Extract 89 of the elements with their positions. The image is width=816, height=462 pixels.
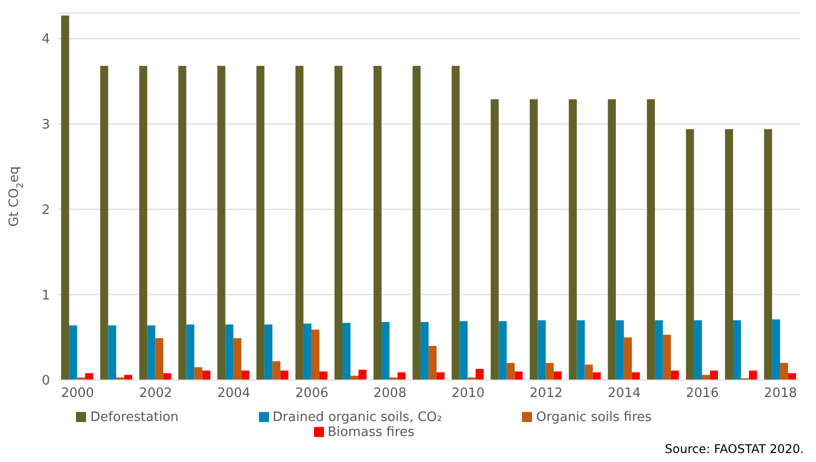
bar: [725, 129, 734, 380]
bar: [358, 370, 366, 380]
bar: [412, 66, 421, 380]
x-tick-label: 2002: [139, 386, 172, 402]
bar: [616, 320, 624, 380]
bar: [554, 371, 562, 380]
bar: [233, 338, 242, 380]
bar: [646, 99, 655, 380]
bar: [202, 370, 210, 380]
bar: [108, 325, 116, 380]
bar: [295, 66, 304, 380]
bar: [710, 370, 718, 380]
bar: [163, 373, 172, 380]
bar: [452, 66, 460, 380]
x-tick-label: 2010: [452, 386, 485, 402]
bar: [662, 334, 671, 380]
bar: [139, 66, 148, 380]
bar: [334, 66, 342, 380]
bar: [632, 372, 640, 380]
bar: [764, 129, 772, 380]
bar: [568, 99, 577, 380]
bar: [733, 320, 742, 380]
x-tick-label: 2012: [530, 386, 563, 402]
bar: [241, 370, 250, 380]
bar: [85, 373, 94, 380]
bar: [69, 325, 78, 380]
bar: [311, 330, 320, 380]
bar: [530, 99, 538, 380]
legend-label: Deforestation: [90, 410, 179, 425]
bar: [350, 376, 358, 380]
bar: [264, 324, 272, 380]
bar: [608, 99, 616, 380]
bar: [194, 367, 202, 380]
bar: [374, 66, 382, 380]
bar: [498, 321, 507, 380]
bar: [584, 364, 593, 380]
bar: [217, 66, 226, 380]
bar: [420, 322, 429, 380]
bar: [178, 66, 186, 380]
x-tick-label: 2006: [295, 386, 328, 402]
bar: [100, 66, 108, 380]
bar: [686, 129, 694, 380]
y-tick-label: 4: [42, 32, 50, 48]
x-tick-label: 2000: [60, 386, 94, 402]
bar: [280, 370, 288, 380]
bar: [490, 99, 499, 380]
x-tick-label: 2016: [686, 386, 719, 402]
y-tick-label: 3: [42, 118, 50, 133]
y-tick-label: 0: [42, 374, 50, 389]
bar: [538, 320, 546, 380]
bar: [624, 337, 632, 380]
x-tick-label: 2018: [764, 386, 798, 402]
bar: [303, 324, 312, 380]
bar: [428, 346, 437, 380]
bar: [319, 371, 328, 380]
x-tick-label: 2004: [217, 386, 250, 402]
legend-label: Biomass fires: [328, 425, 414, 440]
bar: [476, 368, 484, 380]
bar: [256, 66, 264, 380]
bar: [576, 320, 585, 380]
bar: [788, 373, 796, 380]
bar: [780, 362, 788, 380]
bar: [342, 322, 350, 380]
bar: [514, 371, 523, 380]
bar: [506, 362, 515, 380]
bar: [749, 370, 758, 380]
y-tick-label: 1: [42, 288, 50, 304]
bar: [592, 372, 601, 380]
bar: [382, 322, 390, 380]
bar: [272, 361, 280, 380]
bar: [398, 372, 406, 380]
bar: [225, 324, 234, 380]
bar: [654, 320, 663, 380]
bar: [61, 16, 70, 380]
bar: [460, 321, 468, 380]
bar: [670, 370, 679, 380]
bar: [155, 338, 164, 380]
bar: [772, 319, 780, 380]
x-tick-label: 2014: [608, 386, 641, 402]
y-tick-label: 2: [42, 202, 50, 218]
x-tick-label: 2008: [373, 386, 406, 402]
bar: [186, 324, 194, 380]
legend-label: Drained organic soils, CO₂: [272, 410, 442, 425]
bar: [436, 372, 445, 380]
bar: [546, 362, 554, 380]
source-note: Source: FAOSTAT 2020.: [664, 442, 804, 456]
bar: [147, 325, 156, 380]
bar: [694, 320, 702, 380]
legend-label: Organic soils fires: [536, 410, 652, 425]
